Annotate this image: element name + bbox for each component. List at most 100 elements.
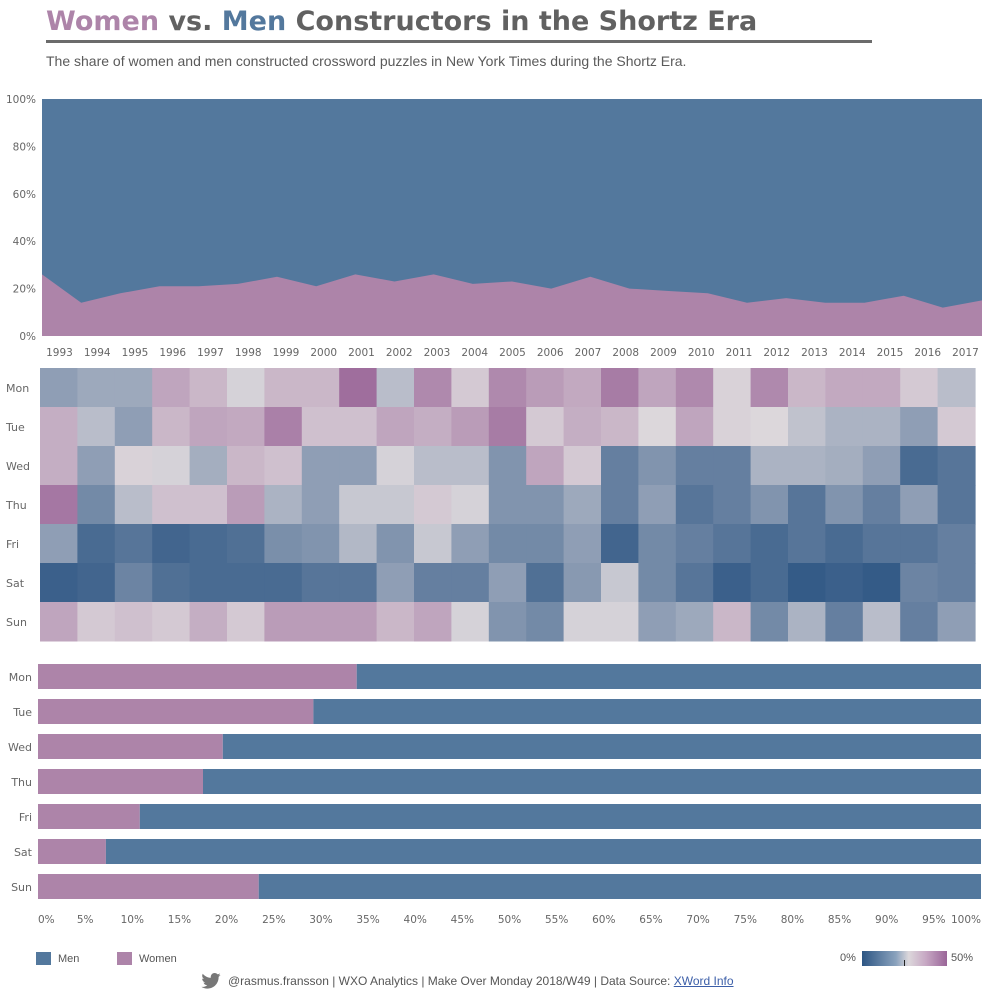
heatmap-cell xyxy=(601,485,639,525)
heatmap-cell xyxy=(862,563,901,603)
heatmap-cell xyxy=(713,407,752,447)
heatmap-cell xyxy=(40,407,78,447)
heatmap-cell xyxy=(376,602,415,642)
heatmap-cell xyxy=(152,407,191,447)
heatmap-cell xyxy=(339,602,378,642)
x-tick-label: 2010 xyxy=(688,347,715,359)
title-women: Women xyxy=(46,6,160,37)
heatmap-cell xyxy=(563,524,602,564)
heatmap-cell xyxy=(451,407,490,447)
bar-women xyxy=(38,769,203,794)
heatmap-cell xyxy=(152,446,191,486)
bar-x-tick-label: 0% xyxy=(38,914,55,926)
heatmap-cell xyxy=(152,485,191,525)
heatmap-cell xyxy=(414,524,452,564)
color-scale-low: 0% xyxy=(840,952,856,964)
bar-x-tick-label: 75% xyxy=(734,914,757,926)
heatmap-cell xyxy=(77,524,116,564)
heatmap-cell xyxy=(189,524,228,564)
color-scale-high: 50% xyxy=(951,952,974,964)
heatmap-cell xyxy=(825,485,864,525)
heatmap-cell xyxy=(301,368,340,408)
heatmap-cell xyxy=(77,446,116,486)
heatmap-cell xyxy=(713,446,752,486)
bar-x-tick-label: 55% xyxy=(545,914,568,926)
heatmap-cell xyxy=(563,563,602,603)
x-tick-label: 2008 xyxy=(612,347,639,359)
y-tick-label: 100% xyxy=(6,94,36,106)
area-series-women xyxy=(42,274,982,336)
bar-x-tick-label: 85% xyxy=(828,914,851,926)
bar-x-tick-label: 65% xyxy=(639,914,662,926)
heatmap-cell xyxy=(152,563,191,603)
bar-x-tick-label: 40% xyxy=(404,914,427,926)
heatmap-cell xyxy=(900,485,939,525)
heatmap-cell xyxy=(937,602,976,642)
heatmap-cell xyxy=(189,602,228,642)
heatmap-cell xyxy=(301,524,340,564)
heatmap-cell xyxy=(227,485,265,525)
title-men: Men xyxy=(221,6,287,37)
heatmap-cell xyxy=(40,602,78,642)
heatmap-cell xyxy=(301,602,340,642)
heatmap-cell xyxy=(264,407,303,447)
x-tick-label: 2004 xyxy=(461,347,488,359)
x-tick-label: 1997 xyxy=(197,347,224,359)
heatmap-cell xyxy=(563,407,602,447)
heatmap-cell xyxy=(77,407,116,447)
heatmap-cell xyxy=(862,485,901,525)
heatmap-cell xyxy=(488,446,527,486)
heatmap-cell xyxy=(77,563,116,603)
heatmap-cell xyxy=(77,602,116,642)
heatmap-cell xyxy=(900,407,939,447)
footer: @rasmus.fransson | WXO Analytics | Make … xyxy=(200,973,734,989)
heatmap-cell xyxy=(264,563,303,603)
heatmap-cell xyxy=(862,602,901,642)
heatmap-cell xyxy=(488,602,527,642)
heatmap-cell xyxy=(788,524,826,564)
bar-category-label: Wed xyxy=(8,741,32,754)
heatmap-cell xyxy=(40,485,78,525)
heatmap-cell xyxy=(862,524,901,564)
bar-x-tick-label: 25% xyxy=(262,914,285,926)
x-tick-label: 2011 xyxy=(726,347,753,359)
heatmap-cell xyxy=(825,524,864,564)
bar-men xyxy=(105,839,981,864)
bar-x-tick-label: 30% xyxy=(309,914,332,926)
heatmap-cell xyxy=(675,485,714,525)
heatmap-cell xyxy=(451,563,490,603)
y-tick-label: 60% xyxy=(13,189,36,201)
bar-x-tick-label: 5% xyxy=(77,914,94,926)
bar-x-tick-label: 95% xyxy=(922,914,945,926)
bar-x-tick-label: 60% xyxy=(592,914,615,926)
bar-men xyxy=(356,664,981,689)
y-tick-label: 20% xyxy=(13,284,36,296)
y-tick-label: 40% xyxy=(13,236,36,248)
heatmap-cell xyxy=(451,446,490,486)
title-rest: Constructors in the Shortz Era xyxy=(295,6,758,37)
heatmap-cell xyxy=(937,407,976,447)
heatmap-cell xyxy=(451,485,490,525)
bar-x-tick-label: 70% xyxy=(686,914,709,926)
heatmap-cell xyxy=(638,602,677,642)
heatmap-row-label: Wed xyxy=(6,460,30,473)
heatmap-cell xyxy=(227,446,265,486)
heatmap-cell xyxy=(638,368,677,408)
chart-canvas: 0% 20% 40% 60% 80% 100% 1993 1994 1995 1996 1997 19… xyxy=(5,94,982,926)
heatmap-cell xyxy=(301,446,340,486)
bar-category-label: Mon xyxy=(9,671,32,684)
heatmap-cell xyxy=(301,563,340,603)
heatmap-cell xyxy=(601,602,639,642)
heatmap-cell xyxy=(488,407,527,447)
heatmap-cell xyxy=(713,524,752,564)
heatmap-cell xyxy=(376,368,415,408)
x-tick-label: 2001 xyxy=(348,347,375,359)
heatmap-cell xyxy=(114,485,153,525)
heatmap-cell xyxy=(750,524,789,564)
heatmap-cell xyxy=(601,368,639,408)
heatmap-cell xyxy=(189,368,228,408)
data-source-link[interactable]: XWord Info xyxy=(673,974,734,988)
page-title: Women vs. Men Constructors in the Shortz… xyxy=(46,4,872,40)
heatmap-cell xyxy=(526,368,565,408)
title-underline xyxy=(46,40,872,43)
